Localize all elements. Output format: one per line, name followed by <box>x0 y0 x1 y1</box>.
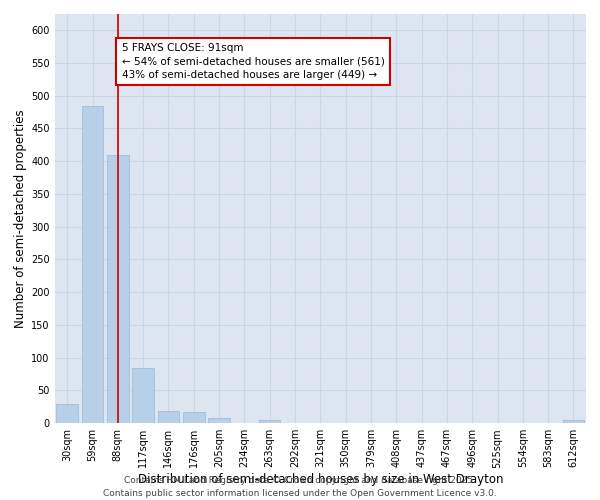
Text: Contains HM Land Registry data © Crown copyright and database right 2025.
Contai: Contains HM Land Registry data © Crown c… <box>103 476 497 498</box>
X-axis label: Distribution of semi-detached houses by size in West Drayton: Distribution of semi-detached houses by … <box>137 473 503 486</box>
Bar <box>133 368 154 423</box>
Bar <box>563 420 584 423</box>
Bar <box>259 420 280 423</box>
Bar <box>82 106 103 423</box>
Text: 5 FRAYS CLOSE: 91sqm
← 54% of semi-detached houses are smaller (561)
43% of semi: 5 FRAYS CLOSE: 91sqm ← 54% of semi-detac… <box>122 44 385 80</box>
Bar <box>158 412 179 423</box>
Bar <box>107 154 128 423</box>
Bar <box>56 404 78 423</box>
Y-axis label: Number of semi-detached properties: Number of semi-detached properties <box>14 109 27 328</box>
Bar <box>208 418 230 423</box>
Bar <box>183 412 205 423</box>
